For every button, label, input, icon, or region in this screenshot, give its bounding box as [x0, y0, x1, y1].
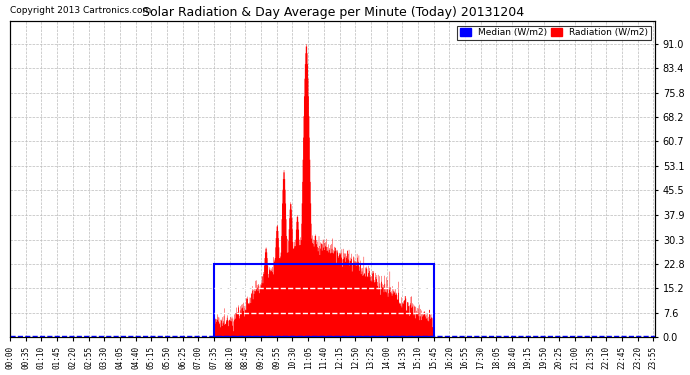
- Title: Solar Radiation & Day Average per Minute (Today) 20131204: Solar Radiation & Day Average per Minute…: [141, 6, 524, 18]
- Text: Copyright 2013 Cartronics.com: Copyright 2013 Cartronics.com: [10, 6, 151, 15]
- Bar: [214, 264, 434, 337]
- Legend: Median (W/m2), Radiation (W/m2): Median (W/m2), Radiation (W/m2): [457, 26, 651, 40]
